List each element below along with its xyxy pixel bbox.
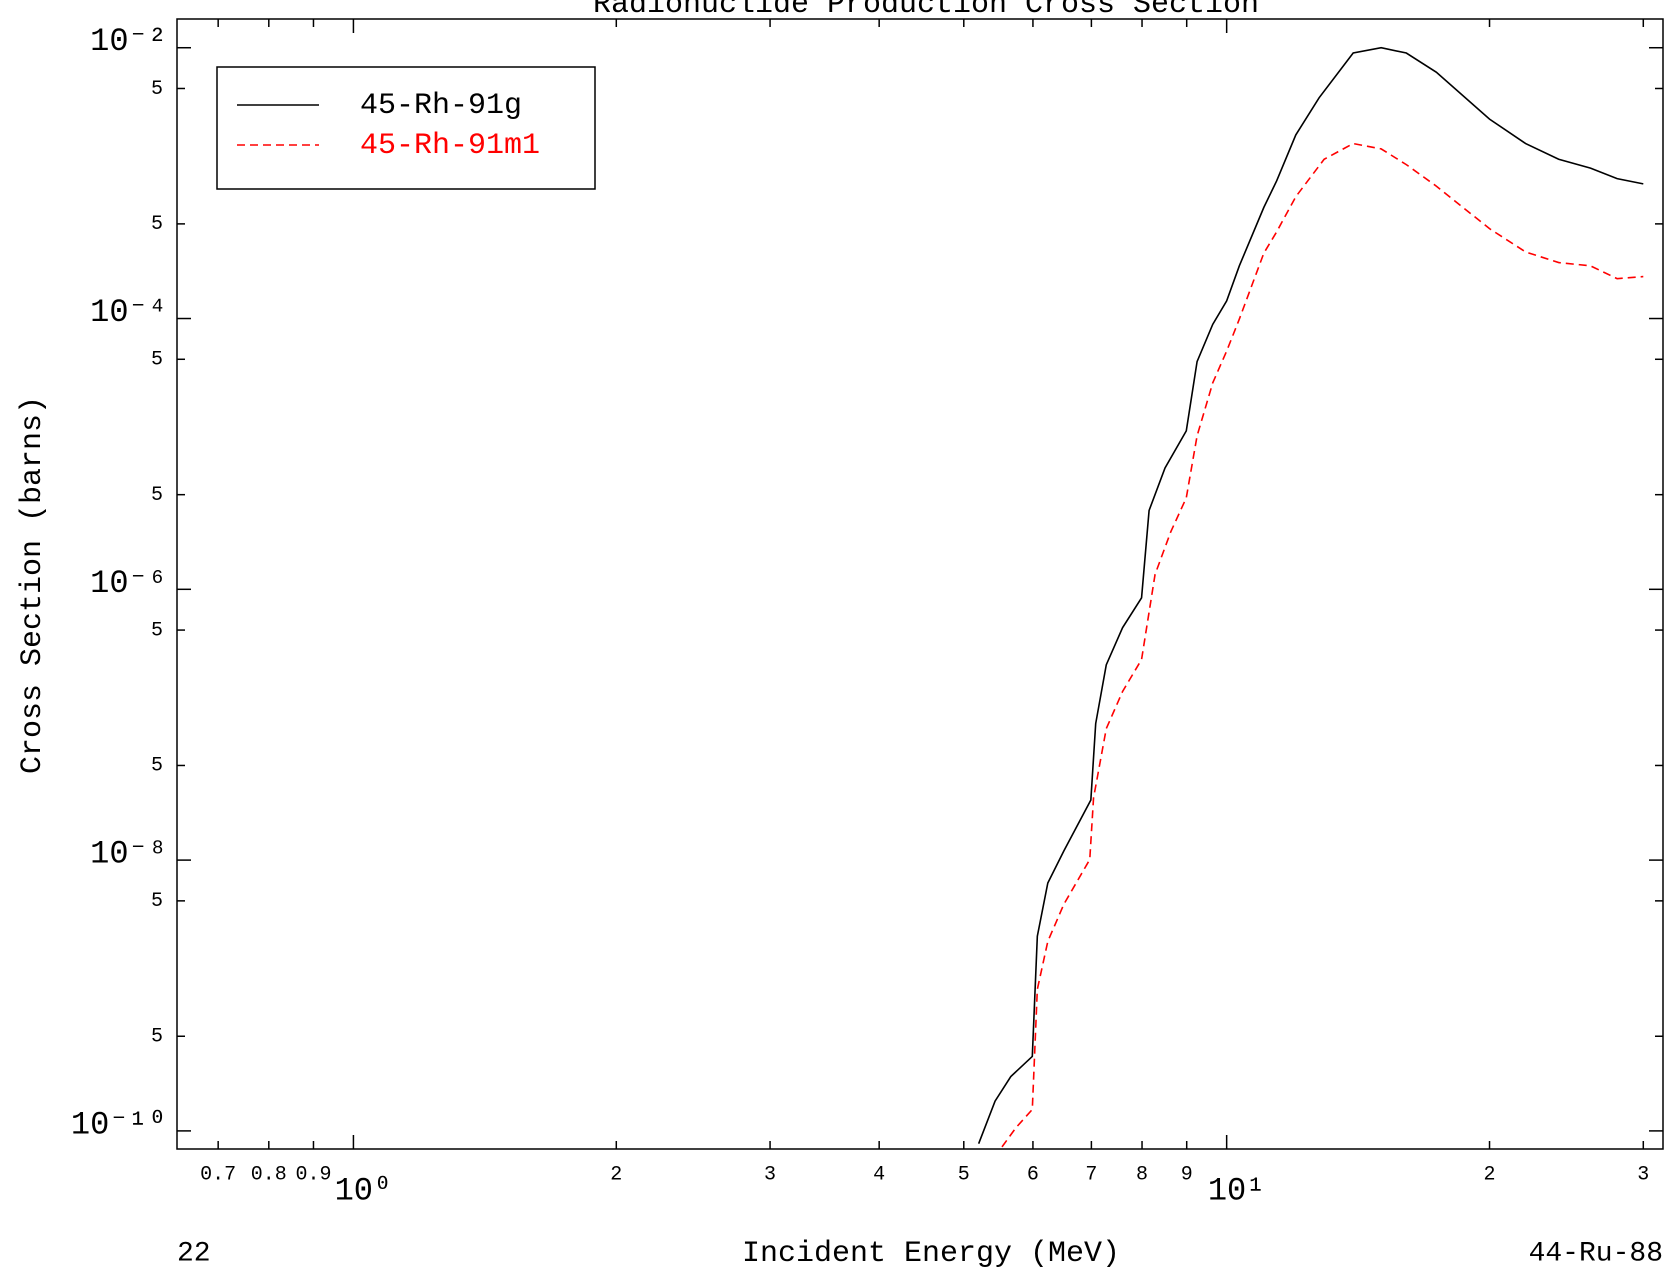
x-tick-label: 2 <box>1484 1163 1496 1186</box>
x-tick-label: 0.8 <box>251 1163 287 1186</box>
x-tick-label: 3 <box>1637 1163 1649 1186</box>
x-tick-label: 6 <box>1027 1163 1039 1186</box>
y-tick-label: 5 <box>151 755 163 778</box>
y-tick-label: 10⁻⁴ <box>90 294 167 331</box>
annotation: 22 <box>177 1238 211 1269</box>
x-tick-label: 0.9 <box>295 1163 331 1186</box>
plot-frame <box>176 18 1664 1150</box>
x-tick-label: 10¹ <box>1208 1172 1266 1209</box>
y-axis-label: Cross Section (barns) <box>16 396 50 774</box>
data-line <box>977 46 1644 1144</box>
y-tick-label: 5 <box>151 349 163 372</box>
y-tick-label: 10⁻² <box>90 23 167 60</box>
y-tick-label: 5 <box>151 213 163 236</box>
x-axis-label: Incident Energy (MeV) <box>742 1237 1120 1271</box>
annotation: 44-Ru-88 <box>1529 1238 1663 1269</box>
y-tick-label: 10⁻¹⁰ <box>71 1106 167 1143</box>
x-tick-label: 5 <box>958 1163 970 1186</box>
plot-area <box>977 46 1644 1148</box>
x-tick-label: 0.7 <box>200 1163 236 1186</box>
y-tick-label: 5 <box>151 890 163 913</box>
y-tick-label: 10⁻⁶ <box>90 565 167 602</box>
x-tick-label: 8 <box>1136 1163 1148 1186</box>
legend-label: 45-Rh-91g <box>360 89 522 123</box>
x-tick-label: 7 <box>1085 1163 1097 1186</box>
y-tick-label: 5 <box>151 619 163 642</box>
x-tick-label: 4 <box>873 1163 885 1186</box>
legend-label: 45-Rh-91m1 <box>360 129 540 163</box>
data-line <box>1001 142 1644 1148</box>
x-tick-label: 2 <box>610 1163 622 1186</box>
y-tick-label: 5 <box>151 484 163 507</box>
legend-box <box>216 66 596 190</box>
chart-title: Radionuclide Production Cross Section <box>593 0 1259 22</box>
x-tick-label: 10⁰ <box>335 1172 393 1209</box>
y-tick-label: 5 <box>151 1026 163 1049</box>
x-tick-label: 9 <box>1181 1163 1193 1186</box>
y-tick-label: 5 <box>151 78 163 101</box>
y-tick-label: 10⁻⁸ <box>90 836 167 873</box>
x-tick-label: 3 <box>764 1163 776 1186</box>
